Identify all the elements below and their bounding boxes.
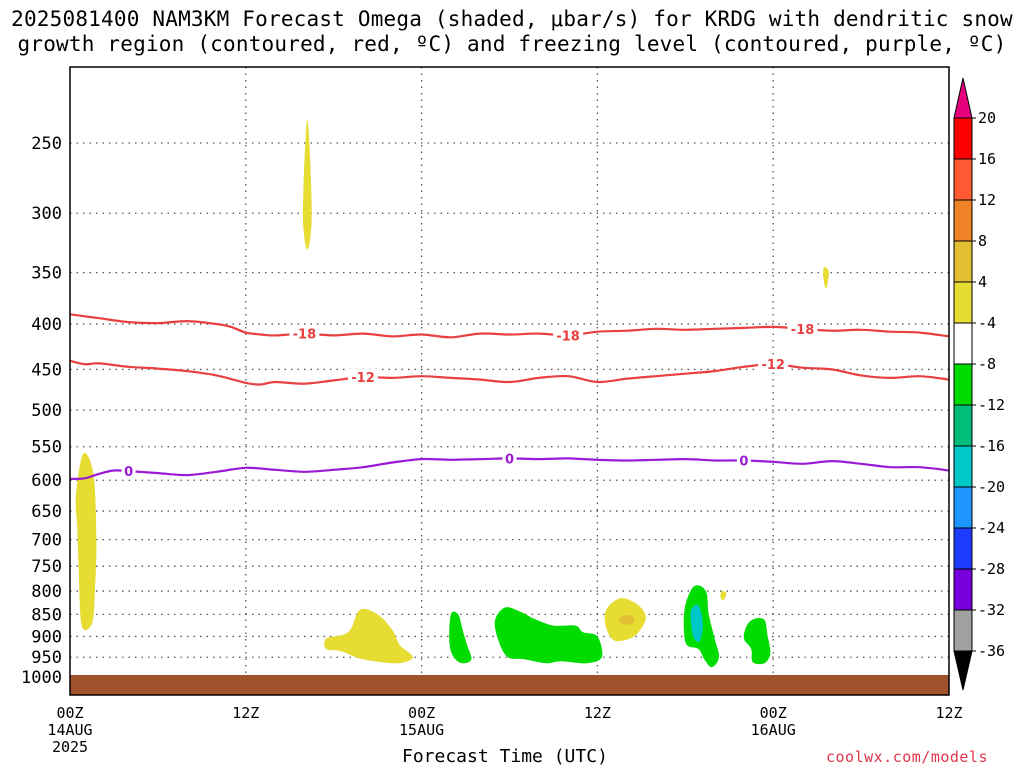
colorbar-label: 12 — [978, 191, 996, 209]
x-tick-label: 12Z — [232, 704, 259, 722]
omega-shading — [75, 119, 829, 668]
colorbar-top-arrow — [953, 77, 973, 119]
omega-region — [449, 611, 472, 664]
colorbar-bottom-arrow — [953, 650, 973, 691]
omega-region — [494, 607, 603, 664]
y-tick-label: 850 — [31, 605, 62, 625]
contour-label-bg — [736, 452, 751, 469]
contour-label: 0 — [124, 465, 133, 480]
contour-label-bg — [758, 356, 789, 373]
colorbar-swatch — [953, 568, 973, 611]
colorbar-label: -8 — [978, 355, 996, 373]
omega-region — [690, 604, 703, 642]
colorbar-swatch — [953, 158, 973, 201]
y-tick-label: 800 — [31, 582, 62, 602]
contour-line — [69, 457, 950, 481]
x-tick-label: 14AUG — [47, 721, 92, 739]
colorbar-swatch — [953, 486, 973, 529]
contour-label-bg — [502, 450, 517, 467]
contour-label-bg — [289, 325, 320, 342]
y-tick-label: 900 — [31, 627, 62, 647]
colorbar-label: -16 — [978, 437, 1005, 455]
colorbar-label: -20 — [978, 478, 1005, 496]
y-tick-label: 650 — [31, 502, 62, 522]
omega-region — [324, 608, 413, 664]
x-tick-label: 12Z — [584, 704, 611, 722]
ground-fill — [70, 675, 949, 695]
omega-region — [743, 617, 771, 665]
y-tick-label: 950 — [31, 648, 62, 668]
colorbar-swatch — [953, 322, 973, 365]
colorbar-label: 16 — [978, 150, 996, 168]
colorbar-swatch — [953, 445, 973, 488]
contour-labels: -18 -18 -18 -12 -12 0 0 0 — [121, 320, 818, 480]
colorbar-label: -24 — [978, 519, 1005, 537]
y-tick-label: 300 — [31, 204, 62, 224]
colorbar-label: 20 — [978, 109, 996, 127]
colorbar-swatch — [953, 117, 973, 160]
contour-label: -18 — [293, 328, 317, 343]
grid-lines — [70, 67, 949, 695]
colorbar-swatch — [953, 281, 973, 324]
chart-title-line1: 2025081400 NAM3KM Forecast Omega (shaded… — [11, 7, 1013, 31]
y-tick-label: 550 — [31, 438, 62, 458]
x-tick-label: 2025 — [52, 738, 88, 756]
colorbar-label: 8 — [978, 232, 987, 250]
y-tick-label: 400 — [31, 315, 62, 335]
y-tick-label: 600 — [31, 471, 62, 491]
chart-title-line2: growth region (contoured, red, ºC) and f… — [17, 32, 1007, 56]
watermark: coolwx.com/models — [826, 748, 989, 766]
colorbar-label: -28 — [978, 560, 1005, 578]
y-tick-label: 450 — [31, 360, 62, 380]
plot-frame — [69, 66, 950, 696]
contour-label: 0 — [505, 452, 514, 467]
colorbar-label: 4 — [978, 273, 987, 291]
colorbar-label: -12 — [978, 396, 1005, 414]
y-axis-ticks: 2503003504004505005506006507007508008509… — [21, 134, 62, 688]
colorbar-swatch — [953, 240, 973, 283]
contour-label: 0 — [739, 454, 748, 469]
colorbar-label: -32 — [978, 601, 1005, 619]
colorbar-label: -36 — [978, 642, 1005, 660]
omega-region — [302, 119, 312, 250]
contour-label: -12 — [351, 371, 375, 386]
contour-label-bg — [787, 320, 818, 337]
colorbar: 20 16 12 8 4 -4 -8 -12 -16 -20 -24 -28 -32 -36 — [953, 77, 1005, 691]
omega-region — [75, 452, 97, 631]
x-axis-label: Forecast Time (UTC) — [402, 746, 608, 767]
contour-label: -12 — [761, 358, 785, 373]
omega-region — [720, 590, 727, 601]
x-tick-label: 12Z — [935, 704, 962, 722]
contour-line — [69, 359, 950, 386]
omega-region — [618, 614, 635, 625]
x-tick-label: 15AUG — [399, 721, 444, 739]
y-tick-label: 700 — [31, 531, 62, 551]
contour-label-bg — [348, 369, 378, 386]
y-tick-label: 500 — [31, 401, 62, 421]
omega-region — [822, 267, 829, 289]
contour-label: -18 — [556, 329, 580, 344]
ground-layer — [70, 675, 949, 695]
colorbar-label: -4 — [978, 314, 996, 332]
x-tick-label: 00Z — [760, 704, 787, 722]
y-tick-label: 1000 — [21, 668, 62, 688]
colorbar-swatch — [953, 527, 973, 570]
y-tick-label: 350 — [31, 264, 62, 284]
x-tick-label: 00Z — [408, 704, 435, 722]
colorbar-swatch — [953, 404, 973, 447]
contour-label-bg — [553, 327, 584, 344]
y-tick-label: 250 — [31, 134, 62, 154]
x-tick-label: 00Z — [56, 704, 83, 722]
colorbar-swatch — [953, 609, 973, 652]
contour-label: -18 — [791, 323, 815, 338]
colorbar-swatch — [953, 199, 973, 242]
x-tick-label: 16AUG — [751, 721, 796, 739]
colorbar-swatch — [953, 363, 973, 406]
y-tick-label: 750 — [31, 557, 62, 577]
contour-label-bg — [121, 463, 136, 480]
